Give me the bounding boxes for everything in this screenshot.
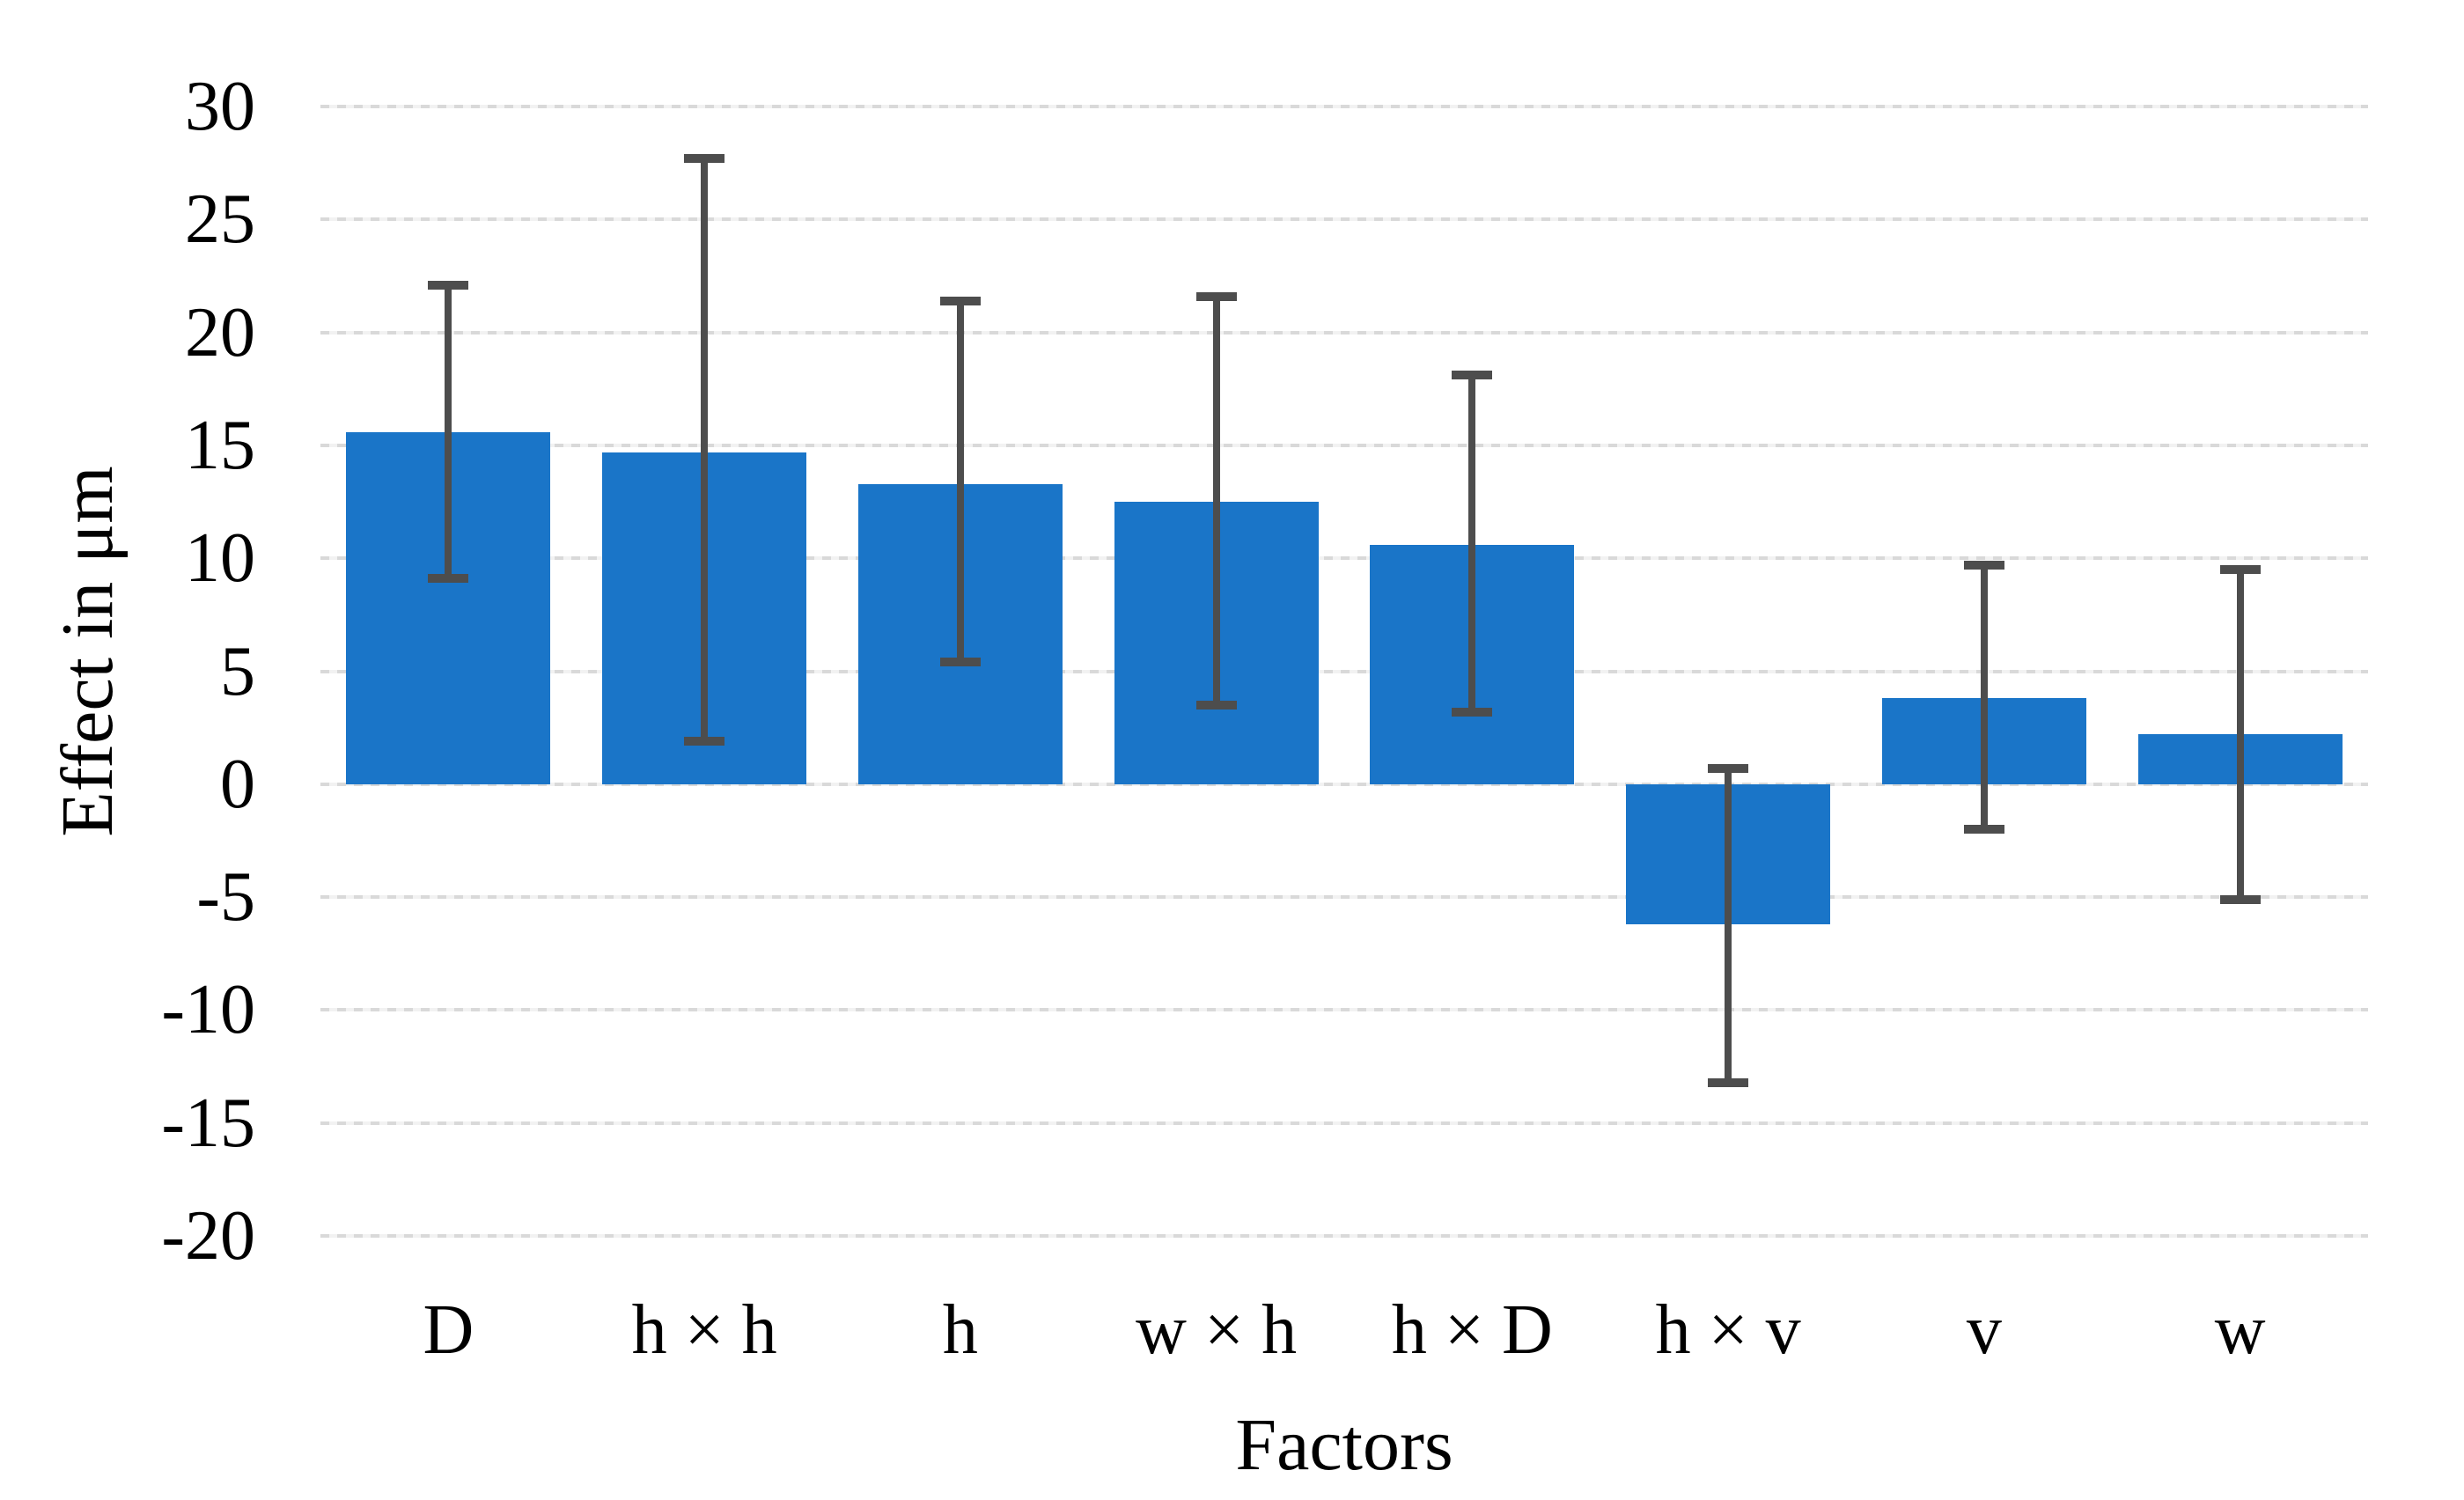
error-cap-top-w×h bbox=[1195, 291, 1237, 301]
x-axis-title: Factors bbox=[1235, 1404, 1453, 1486]
gridline-y-30 bbox=[320, 105, 2368, 108]
y-tick-label-25: 25 bbox=[185, 180, 255, 259]
error-cap-bottom-h×v bbox=[1708, 1077, 1749, 1087]
x-category-label-w: w bbox=[2214, 1291, 2266, 1369]
gridline-y--20 bbox=[320, 1234, 2368, 1238]
x-category-label-w×h: w × h bbox=[1136, 1291, 1298, 1369]
error-cap-top-h×h bbox=[684, 154, 725, 164]
error-cap-bottom-h×D bbox=[1452, 707, 1493, 717]
y-tick-label-5: 5 bbox=[220, 632, 255, 710]
y-tick-label-20: 20 bbox=[185, 293, 255, 371]
error-cap-top-v bbox=[1963, 560, 2004, 570]
error-bar-v bbox=[1980, 564, 1988, 830]
error-cap-bottom-v bbox=[1963, 825, 2004, 835]
error-bar-w×h bbox=[1212, 296, 1220, 705]
error-cap-top-h bbox=[939, 296, 981, 305]
error-cap-bottom-D bbox=[428, 574, 469, 584]
gridline-y-20 bbox=[320, 330, 2368, 335]
plot-area bbox=[320, 105, 2368, 1238]
error-bar-h×h bbox=[701, 158, 709, 742]
error-bar-w bbox=[2236, 570, 2244, 900]
error-cap-top-h×v bbox=[1708, 763, 1749, 773]
gridline-y-5 bbox=[320, 669, 2368, 673]
gridline-y-10 bbox=[320, 556, 2368, 561]
x-category-label-h: h bbox=[942, 1291, 978, 1369]
error-cap-top-w bbox=[2219, 565, 2261, 575]
gridline-y-0 bbox=[320, 782, 2368, 786]
error-cap-bottom-w×h bbox=[1195, 700, 1237, 710]
x-category-label-h×v: h × v bbox=[1655, 1291, 1801, 1369]
gridline-y-15 bbox=[320, 443, 2368, 447]
error-cap-bottom-w bbox=[2219, 894, 2261, 904]
x-category-label-h×h: h × h bbox=[631, 1291, 777, 1369]
x-category-label-v: v bbox=[1966, 1291, 2002, 1369]
y-tick-label--20: -20 bbox=[161, 1197, 255, 1275]
y-tick-label-10: 10 bbox=[185, 519, 255, 598]
error-bar-h bbox=[956, 300, 964, 663]
x-category-label-h×D: h × D bbox=[1391, 1291, 1553, 1369]
error-cap-bottom-h bbox=[939, 658, 981, 667]
error-cap-bottom-h×h bbox=[684, 737, 725, 746]
y-tick-label--15: -15 bbox=[161, 1084, 255, 1162]
error-bar-h×D bbox=[1468, 375, 1476, 712]
error-cap-top-D bbox=[428, 280, 469, 290]
gridline-y--15 bbox=[320, 1121, 2368, 1125]
y-tick-label-0: 0 bbox=[220, 745, 255, 823]
gridline-y--10 bbox=[320, 1008, 2368, 1012]
x-category-label-D: D bbox=[423, 1291, 474, 1369]
y-tick-label--5: -5 bbox=[196, 858, 255, 937]
gridline-y--5 bbox=[320, 895, 2368, 900]
error-bar-D bbox=[445, 284, 452, 579]
y-tick-label-15: 15 bbox=[185, 406, 255, 484]
error-bar-h×v bbox=[1725, 768, 1732, 1083]
y-tick-label-30: 30 bbox=[185, 68, 255, 145]
error-cap-top-h×D bbox=[1452, 371, 1493, 380]
y-tick-label--10: -10 bbox=[161, 971, 255, 1049]
gridline-y-25 bbox=[320, 217, 2368, 222]
